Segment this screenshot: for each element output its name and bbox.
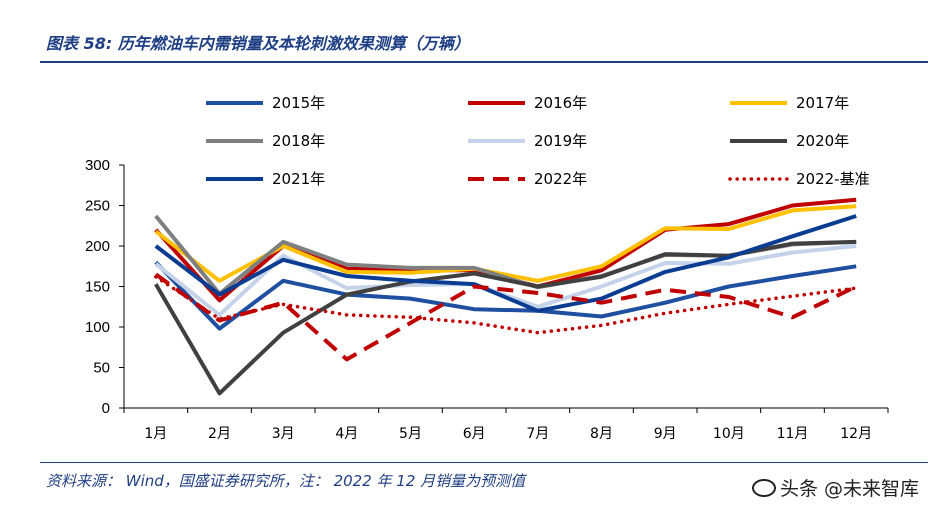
y-tick-label: 200 [85, 238, 110, 255]
series-line-9 [154, 275, 858, 335]
x-tick-label: 8月 [590, 426, 613, 442]
legend-label-5: 2019年 [534, 132, 587, 150]
source-note: 资料来源： Wind，国盛证券研究所，注： 2022 年 12 月销量为预测值 [46, 472, 526, 490]
legend-label-8: 2022年 [534, 170, 587, 188]
x-tick-label: 4月 [335, 426, 358, 442]
y-tick-label: 300 [85, 157, 110, 174]
chart-axes: 0 50 100 150 200 250 300 1月 2月 3月 4月 5月 6月 7月 8月 9月 10月 1… [85, 157, 889, 442]
watermark-icon [751, 478, 776, 497]
x-tick-label: 2月 [208, 426, 231, 442]
series-line-8 [154, 272, 858, 362]
x-tick-label: 11月 [777, 426, 809, 442]
x-tick-label: 5月 [399, 426, 422, 442]
series-line-7 [154, 214, 857, 313]
source-rule [40, 462, 928, 463]
y-tick-label: 50 [93, 360, 110, 377]
legend-label-1: 2015年 [272, 94, 325, 112]
figure-title: 图表 58: 历年燃油车内需销量及本轮刺激效果测算（万辆） [46, 34, 470, 53]
y-tick-label: 0 [102, 400, 110, 417]
chart-legend: 2015年 2016年 2017年 2018年 2019年 2020年 2021年 2022年… [206, 94, 870, 188]
legend-label-7: 2021年 [272, 170, 325, 188]
legend-label-4: 2018年 [272, 132, 325, 150]
y-tick-label: 100 [85, 319, 110, 336]
y-tick-label: 150 [85, 279, 110, 296]
x-tick-label: 12月 [840, 426, 872, 442]
legend-label-2: 2016年 [534, 94, 587, 112]
legend-label-3: 2017年 [796, 94, 849, 112]
title-rule [40, 61, 928, 63]
watermark: 头条 @未来智库 [751, 474, 919, 501]
x-tick-label: 6月 [463, 426, 486, 442]
x-tick-label: 10月 [713, 426, 745, 442]
x-tick-label: 7月 [526, 426, 549, 442]
y-tick-label: 250 [85, 198, 110, 215]
x-tick-label: 3月 [272, 426, 295, 442]
series-line-1 [154, 260, 857, 331]
chart-series [154, 197, 858, 396]
watermark-text: 头条 @未来智库 [779, 478, 919, 500]
legend-label-6: 2020年 [796, 132, 849, 150]
x-tick-label: 9月 [654, 426, 677, 442]
legend-label-9: 2022-基准 [796, 170, 870, 188]
x-tick-label: 1月 [144, 426, 167, 442]
